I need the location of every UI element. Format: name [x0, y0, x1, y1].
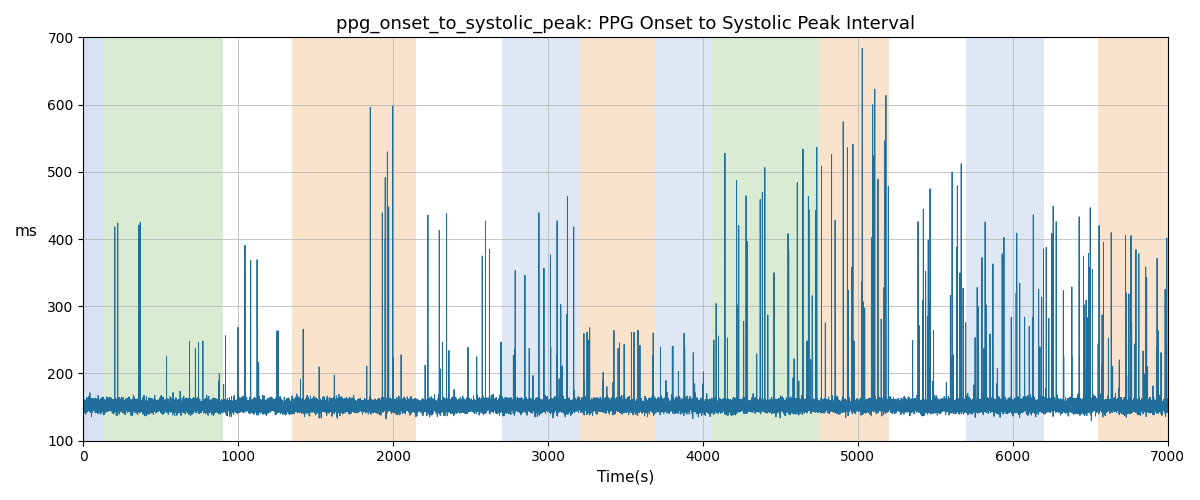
Bar	[710, 38, 820, 440]
Bar	[293, 38, 416, 440]
Bar	[578, 38, 656, 440]
Bar	[820, 38, 889, 440]
Y-axis label: ms: ms	[14, 224, 38, 239]
Bar	[966, 38, 1044, 440]
Bar	[103, 38, 223, 440]
Bar	[502, 38, 578, 440]
X-axis label: Time(s): Time(s)	[596, 470, 654, 485]
Title: ppg_onset_to_systolic_peak: PPG Onset to Systolic Peak Interval: ppg_onset_to_systolic_peak: PPG Onset to…	[336, 15, 914, 34]
Bar	[656, 38, 710, 440]
Bar	[83, 38, 103, 440]
Bar	[1098, 38, 1168, 440]
